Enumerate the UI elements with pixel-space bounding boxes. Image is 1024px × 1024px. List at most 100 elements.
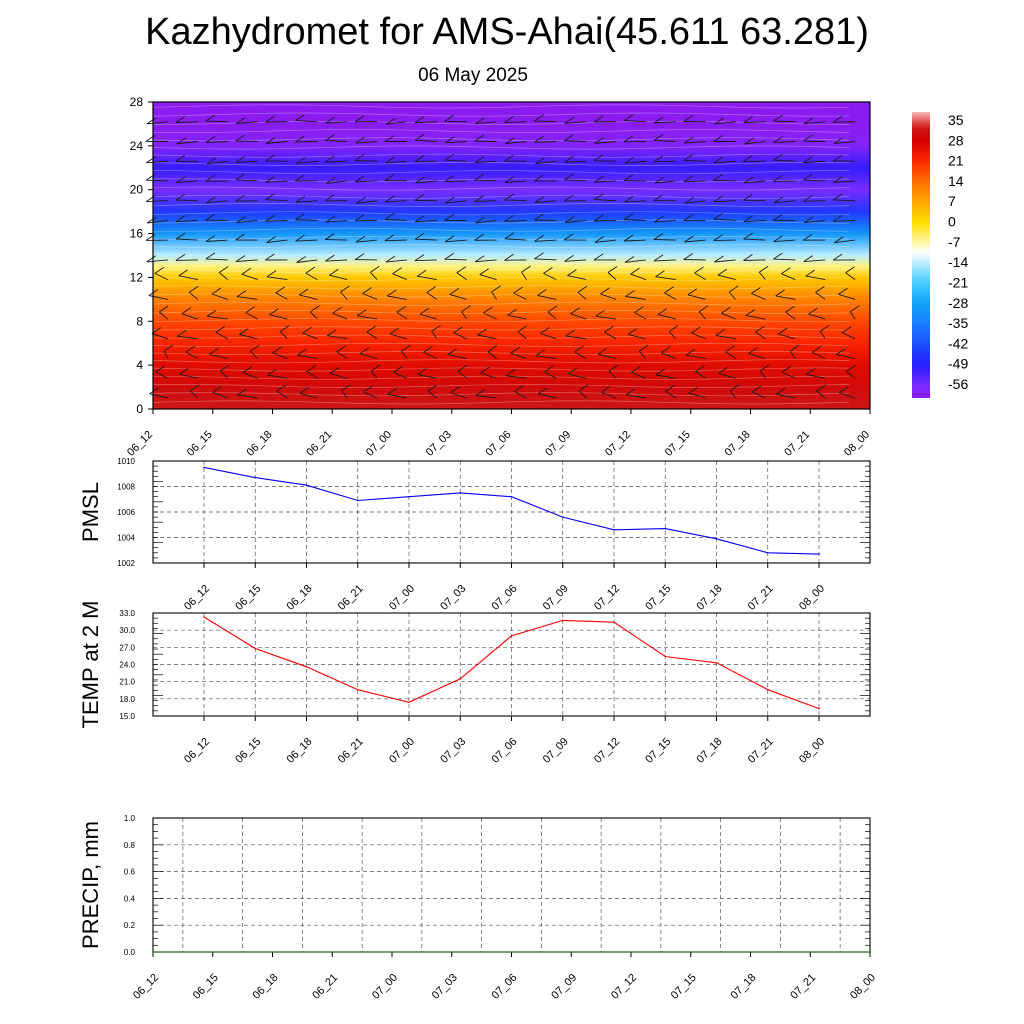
pmsl-point [818, 553, 820, 555]
xtick-label: 07_15 [663, 429, 693, 459]
ytick-label: 1.0 [124, 814, 136, 823]
temp2m-point [562, 619, 564, 622]
colorbar-label: 7 [948, 193, 956, 209]
ytick-label: 0.2 [124, 921, 136, 930]
pmsl-point [408, 495, 410, 498]
ytick-label: 24 [130, 139, 144, 153]
xtick-label: 07_18 [695, 583, 725, 613]
xtick-label: 07_21 [746, 736, 776, 766]
colorbar-label: -21 [948, 274, 968, 290]
wind-barbs [145, 114, 860, 399]
precip-point [869, 951, 871, 953]
xtick-label: 06_15 [185, 429, 215, 459]
colorbar-label: 14 [948, 173, 964, 189]
ytick-label: 0.8 [124, 841, 136, 850]
xtick-label: 08_00 [797, 736, 827, 766]
xtick-label: 07_06 [490, 583, 520, 613]
xtick-label: 07_18 [729, 972, 759, 1002]
temp2m-point [254, 647, 257, 650]
chart-date: 06 May 2025 [418, 65, 528, 86]
temp2m-panel: 15.0 18.0 21.0 24.0 27.0 30.0 33.0 06_12 06_15 06… [78, 601, 871, 766]
precip-frame [152, 817, 871, 953]
line-panels: 1002 1004 1006 1008 1010 06_12 06_15 06_18 06_21… [78, 457, 878, 1002]
precip-point [749, 951, 752, 953]
ytick-label: 28 [130, 95, 144, 109]
ytick-label: 18.0 [119, 695, 135, 704]
xtick-label: 07_18 [723, 429, 753, 459]
precip-point [630, 951, 632, 953]
ytick-label: 16 [130, 227, 144, 241]
ytick-label: 4 [136, 358, 143, 372]
precip-point [690, 951, 692, 953]
xtick-label: 07_00 [387, 736, 417, 766]
ytick-label: 33.0 [119, 609, 135, 618]
colorbar-label: 21 [948, 153, 964, 169]
xtick-label: 07_18 [695, 736, 725, 766]
cross-section-panel: 0 4 8 12 16 20 24 28 06_12 06_15 06_18 06_21 07_00 07… [125, 95, 872, 459]
xtick-label: 06_15 [233, 583, 263, 613]
xtick-label: 07_15 [643, 736, 673, 766]
temp2m-point [715, 662, 718, 664]
xtick-label: 07_12 [603, 429, 633, 459]
pmsl-point [459, 492, 462, 494]
colorbar-label: 28 [948, 132, 964, 148]
pmsl-point [613, 529, 615, 531]
xtick-label: 07_03 [430, 972, 460, 1002]
xtick-label: 07_15 [669, 972, 699, 1002]
colorbar-label: -35 [948, 315, 968, 331]
xtick-label: 06_12 [182, 736, 212, 766]
xtick-label: 07_21 [788, 972, 818, 1002]
ytick-label: 1004 [117, 534, 135, 543]
colorbar: 35 28 21 14 7 0 -7 -14 -21 -28 -35 -42 -49 -56 [912, 112, 968, 398]
xtick-label: 07_09 [543, 429, 573, 459]
xtick-label: 06_21 [310, 972, 340, 1002]
xtick-label: 07_06 [490, 972, 520, 1002]
precip-point [451, 951, 453, 953]
pmsl-point [767, 552, 769, 554]
xtick-label: 07_09 [549, 972, 579, 1002]
ytick-label: 0.4 [124, 894, 136, 903]
ytick-label: 15.0 [119, 712, 135, 721]
xtick-label: 06_15 [233, 736, 263, 766]
xtick-label: 06_12 [182, 583, 212, 613]
xtick-label: 07_12 [592, 736, 622, 766]
xtick-label: 07_00 [364, 429, 394, 459]
precip-point [212, 951, 214, 953]
temp2m-point [613, 621, 615, 623]
ytick-label: 12 [130, 270, 144, 284]
xtick-label: 07_12 [592, 583, 622, 613]
xtick-label: 06_15 [191, 972, 221, 1002]
xtick-label: 08_00 [797, 583, 827, 613]
pmsl-point [357, 499, 359, 502]
xtick-label: 07_06 [490, 736, 520, 766]
xtick-label: 07_00 [387, 583, 417, 613]
xtick-label: 06_12 [125, 429, 155, 459]
xtick-label: 07_09 [541, 736, 571, 766]
temp2m-point [818, 707, 820, 710]
ytick-label: 1008 [117, 483, 135, 492]
precip-ylabel: PRECIP, mm [78, 821, 103, 949]
precip-minor-ticks [153, 817, 870, 953]
colorbar-label: -49 [948, 356, 968, 372]
colorbar-label: 0 [948, 214, 956, 230]
precip-point [809, 951, 812, 953]
xtick-label: 06_18 [285, 736, 315, 766]
ytick-label: 1006 [117, 508, 135, 517]
colorbar-label: -14 [948, 254, 968, 270]
pmsl-ylabel: PMSL [78, 482, 103, 542]
xtick-label: 07_06 [484, 429, 514, 459]
xtick-label: 06_18 [245, 429, 275, 459]
temp2m-point [664, 655, 667, 658]
xtick-label: 07_21 [782, 429, 812, 459]
xtick-label: 07_03 [438, 583, 468, 613]
ytick-label: 0.0 [124, 948, 136, 957]
xtick-label: 06_18 [251, 972, 281, 1002]
ytick-label: 20 [130, 183, 144, 197]
ytick-label: 1010 [117, 457, 135, 466]
xtick-label: 08_00 [848, 972, 878, 1002]
xtick-label: 07_00 [370, 972, 400, 1002]
xtick-label: 06_21 [336, 583, 366, 613]
temp2m-point [203, 616, 205, 618]
pmsl-grid [153, 461, 870, 563]
